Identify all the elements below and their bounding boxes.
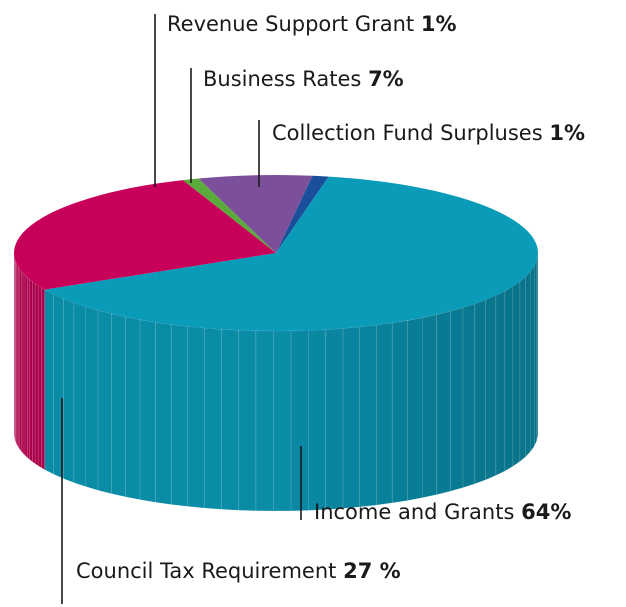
label-business-rates: Business Rates 7% xyxy=(203,67,404,91)
slice-side-income-and-grants xyxy=(85,306,99,491)
label-revenue-support-grant: Revenue Support Grant 1% xyxy=(167,12,456,36)
slice-side-income-and-grants xyxy=(308,329,327,511)
slice-side-council-tax-requirement xyxy=(40,287,45,471)
label-income-and-grants: Income and Grants 64% xyxy=(314,500,571,524)
slice-side-council-tax-requirement xyxy=(29,278,33,463)
slice-side-council-tax-requirement xyxy=(37,285,42,469)
slice-side-income-and-grants xyxy=(485,294,497,481)
slice-side-income-and-grants xyxy=(530,265,535,453)
slice-income-and-grants xyxy=(44,176,539,331)
slice-side-income-and-grants xyxy=(97,309,112,495)
slice-side-income-and-grants xyxy=(359,324,377,508)
slice-side-income-and-grants xyxy=(73,302,86,487)
slice-revenue-support-grant xyxy=(182,178,276,253)
slice-side-income-and-grants xyxy=(495,290,506,476)
slice-side-income-and-grants xyxy=(139,319,156,503)
slice-side-income-and-grants xyxy=(255,330,274,512)
slice-side-income-and-grants xyxy=(375,322,393,506)
slice-side-income-and-grants xyxy=(407,317,423,501)
slice-council-tax-requirement xyxy=(13,180,276,290)
slice-side-income-and-grants xyxy=(110,313,126,498)
slice-side-income-and-grants xyxy=(449,307,464,492)
slice-side-income-and-grants xyxy=(154,321,172,505)
slice-side-council-tax-requirement xyxy=(34,283,39,467)
slice-side-council-tax-requirement xyxy=(26,276,30,461)
slice-side-income-and-grants xyxy=(462,303,476,489)
slice-side-income-and-grants xyxy=(238,329,257,512)
slice-side-income-and-grants xyxy=(62,298,75,484)
pie-tops xyxy=(13,174,539,331)
slice-side-income-and-grants xyxy=(519,275,527,463)
slice-side-income-and-grants xyxy=(290,330,309,512)
slice-side-income-and-grants xyxy=(170,324,188,507)
slice-side-council-tax-requirement xyxy=(22,272,26,457)
slice-side-income-and-grants xyxy=(187,326,205,509)
slice-side-income-and-grants xyxy=(203,327,222,510)
leader-lines xyxy=(61,14,302,604)
slice-collection-fund-surpluses xyxy=(276,175,329,253)
slice-side-income-and-grants xyxy=(512,280,521,467)
slice-side-council-tax-requirement xyxy=(31,281,36,465)
slice-side-income-and-grants xyxy=(220,328,239,511)
slice-side-income-and-grants xyxy=(273,330,292,512)
slice-side-income-and-grants xyxy=(504,285,514,472)
label-collection-fund-surpluses: Collection Fund Surpluses 1% xyxy=(272,121,585,145)
slice-side-income-and-grants xyxy=(124,316,141,501)
slice-business-rates xyxy=(198,174,313,253)
slice-side-income-and-grants xyxy=(533,261,537,447)
slice-side-income-and-grants xyxy=(422,314,438,499)
label-council-tax-requirement: Council Tax Requirement 27 % xyxy=(76,559,401,583)
slice-side-income-and-grants xyxy=(474,299,487,485)
slice-side-income-and-grants xyxy=(391,320,408,504)
slice-side-income-and-grants xyxy=(525,270,531,458)
slice-side-council-tax-requirement xyxy=(24,274,28,459)
slice-side-income-and-grants xyxy=(342,326,361,509)
slice-side-income-and-grants xyxy=(436,310,451,495)
slice-side-income-and-grants xyxy=(325,328,344,510)
slice-side-income-and-grants xyxy=(44,289,54,475)
